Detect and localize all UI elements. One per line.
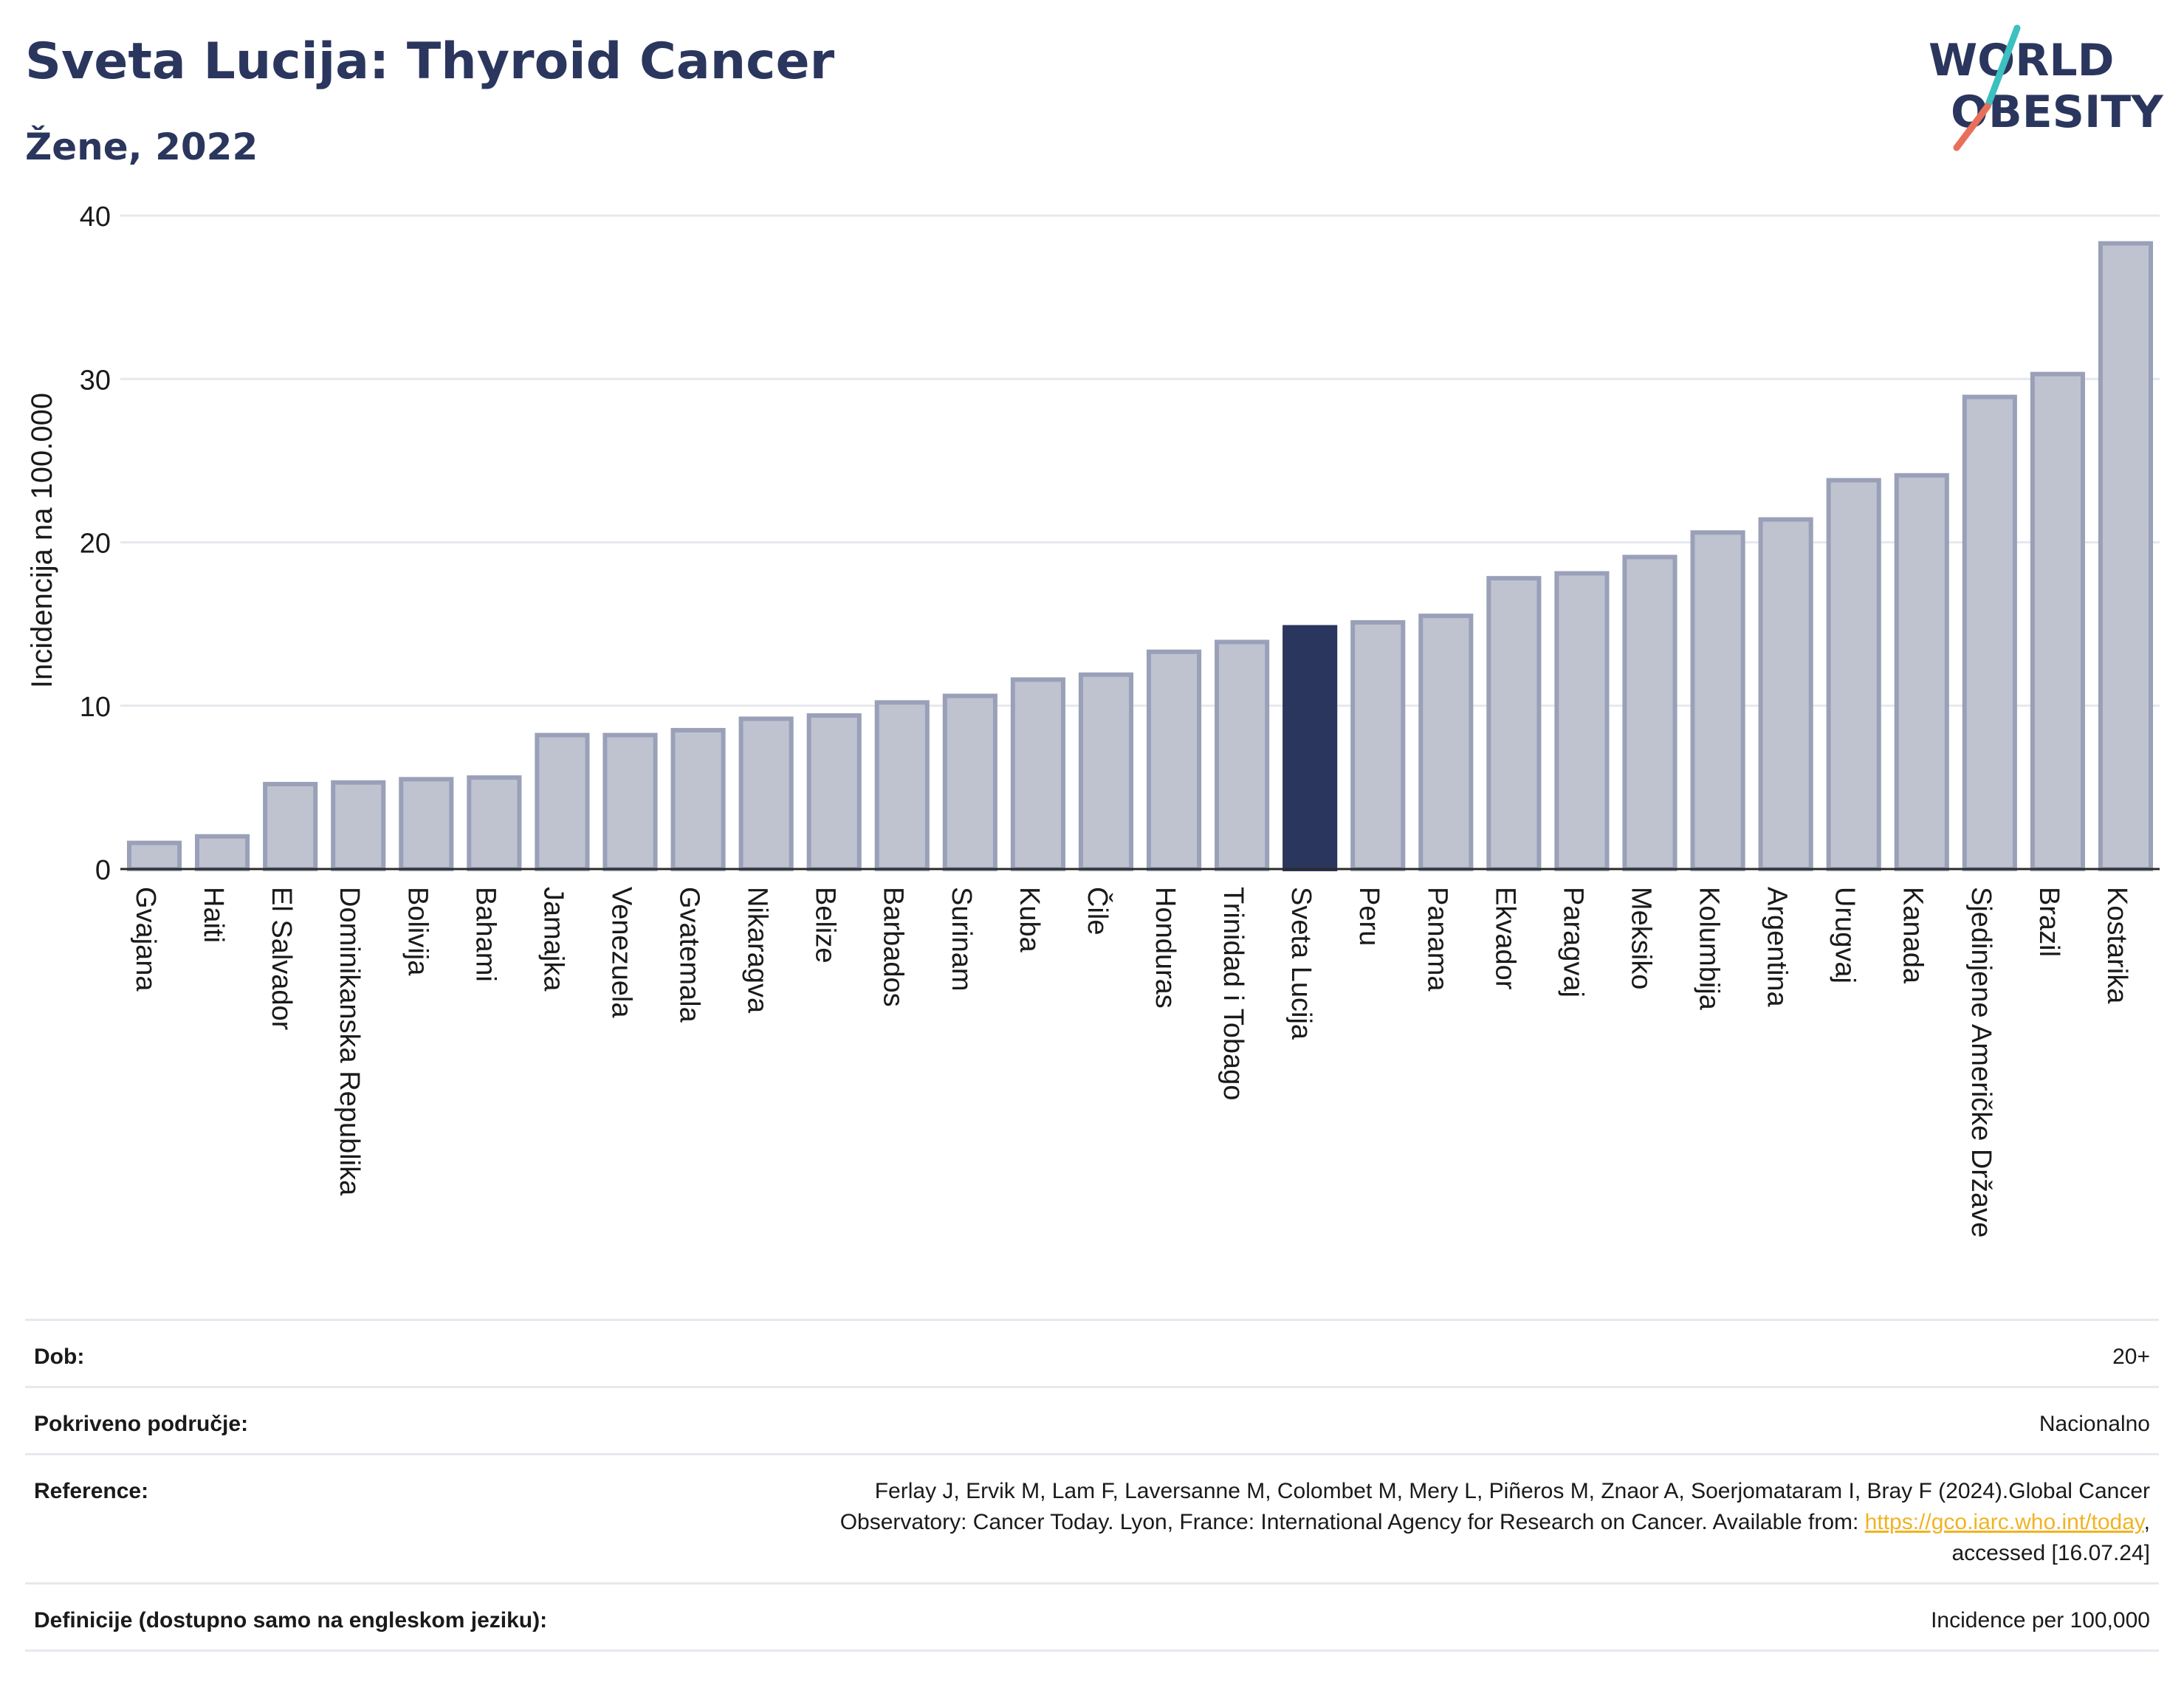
- reference-text-2: Observatory: Cancer Today. Lyon, France:…: [839, 1510, 1865, 1534]
- x-tick-label: Brazil: [2033, 887, 2064, 957]
- bar: [2098, 241, 2154, 871]
- bar: [467, 775, 522, 871]
- reference-value: Ferlay J, Ervik M, Lam F, Laversanne M, …: [600, 1476, 2150, 1569]
- y-tick-label: 10: [80, 692, 111, 723]
- x-tick-label: Venezuela: [605, 887, 636, 1018]
- x-tick-label: Urugvaj: [1830, 887, 1861, 983]
- x-tick-label: Trinidad i Tobago: [1218, 887, 1249, 1100]
- bar: [331, 780, 386, 872]
- meta-row-definitions: Definicije (dostupno samo na engleskom j…: [25, 1582, 2159, 1652]
- y-tick-label: 40: [80, 202, 111, 233]
- x-tick-label: Argentina: [1762, 887, 1793, 1008]
- reference-text-4: accessed [16.07.24]: [1951, 1541, 2150, 1565]
- coverage-value: Nacionalno: [2039, 1412, 2150, 1436]
- bar: [399, 777, 454, 871]
- reference-text-3: ,: [2143, 1510, 2150, 1534]
- meta-row-age: Dob: 20+: [25, 1319, 2159, 1386]
- bar: [1826, 478, 1881, 871]
- coverage-label: Pokriveno područje:: [34, 1412, 249, 1436]
- x-tick-label: Sjedinjene Američke Države: [1965, 887, 1996, 1237]
- axes: 0 10 20 30 40 Gvajana Haiti El Salvador Dominika…: [80, 202, 2160, 1237]
- bar: [535, 732, 590, 872]
- x-tick-label: Barbados: [878, 887, 909, 1007]
- logo-line1: WORLD: [1929, 35, 2114, 86]
- x-tick-label: Belize: [810, 887, 841, 964]
- x-tick-label: Meksiko: [1625, 887, 1656, 989]
- x-tick-label: Kostarika: [2101, 887, 2132, 1004]
- reference-label: Reference:: [34, 1479, 149, 1503]
- x-tick-label: Honduras: [1150, 887, 1181, 1009]
- bar: [126, 840, 182, 871]
- bar: [1894, 473, 1949, 871]
- x-tick-label: Nikaragva: [742, 887, 773, 1014]
- x-tick-label: Bolivija: [402, 887, 433, 976]
- y-tick-label: 0: [95, 855, 111, 886]
- y-axis-label: Incidencija na 100.000: [26, 393, 58, 688]
- x-tick-label: Kanada: [1898, 887, 1929, 984]
- page-subtitle: Žene, 2022: [25, 126, 258, 168]
- bar: [874, 700, 930, 872]
- x-tick-label: Jamajka: [538, 887, 569, 992]
- bars: [126, 241, 2154, 872]
- bar: [942, 693, 997, 871]
- x-tick-label: Peru: [1353, 887, 1384, 946]
- bar: [2030, 371, 2085, 871]
- bar: [806, 713, 862, 872]
- world-obesity-logo: WORLD OBESITY: [1929, 24, 2164, 151]
- x-tick-label: Ekvador: [1489, 887, 1520, 990]
- bar: [670, 727, 726, 871]
- meta-row-coverage: Pokriveno područje: Nacionalno: [25, 1386, 2159, 1453]
- bar: [1146, 649, 1202, 871]
- metadata-table: Dob: 20+ Pokriveno područje: Nacionalno …: [25, 1319, 2159, 1652]
- x-tick-label: Surinam: [946, 887, 977, 992]
- bar: [1690, 530, 1745, 871]
- y-tick-label: 30: [80, 365, 111, 396]
- bar: [195, 834, 250, 871]
- bar: [1215, 639, 1270, 872]
- reference-text-1: Ferlay J, Ervik M, Lam F, Laversanne M, …: [874, 1479, 2150, 1503]
- x-tick-label: Haiti: [198, 887, 229, 943]
- x-tick-label: Gvajana: [130, 887, 161, 992]
- bar: [602, 732, 658, 872]
- bar: [1350, 619, 1406, 871]
- bar: [263, 781, 318, 871]
- x-tick-label: Sveta Lucija: [1285, 887, 1316, 1040]
- x-tick-label: El Salvador: [266, 887, 297, 1031]
- bar: [1962, 394, 2017, 871]
- x-tick-label: Kuba: [1014, 887, 1045, 953]
- x-tick-label: Čile: [1082, 887, 1114, 935]
- age-value: 20+: [2112, 1345, 2150, 1369]
- y-tick-label: 20: [80, 529, 111, 560]
- x-tick-label: Gvatemala: [674, 887, 705, 1023]
- age-label: Dob:: [34, 1345, 85, 1369]
- bar: [1418, 614, 1474, 871]
- x-tick-label: Panama: [1421, 887, 1452, 992]
- meta-row-reference: Reference: Ferlay J, Ervik M, Lam F, Lav…: [25, 1453, 2159, 1582]
- bar: [1554, 571, 1610, 871]
- bar: [1010, 677, 1065, 871]
- bar: [1078, 672, 1134, 872]
- bar: [1622, 555, 1678, 871]
- bar: [1486, 576, 1542, 871]
- logo-slash-coral: [1953, 103, 1991, 151]
- reference-link[interactable]: https://gco.iarc.who.int/today: [1864, 1510, 2144, 1534]
- grid-lines: [120, 214, 2160, 707]
- definitions-value: Incidence per 100,000: [1931, 1608, 2150, 1633]
- bar: [738, 716, 794, 872]
- page-title: Sveta Lucija: Thyroid Cancer: [25, 32, 835, 91]
- definitions-label: Definicije (dostupno samo na engleskom j…: [34, 1608, 548, 1633]
- x-tick-label: Dominikanska Republika: [334, 887, 365, 1196]
- x-tick-label: Paragvaj: [1557, 887, 1588, 998]
- bar-chart: 0 10 20 30 40 Gvajana Haiti El Salvador Dominika…: [26, 202, 2160, 1237]
- bar-highlight: [1282, 625, 1338, 871]
- x-tick-label: Bahami: [470, 887, 501, 982]
- bar: [1758, 517, 1813, 872]
- logo-slash-teal: [1984, 24, 2021, 110]
- x-tick-label: Kolumbija: [1694, 887, 1725, 1011]
